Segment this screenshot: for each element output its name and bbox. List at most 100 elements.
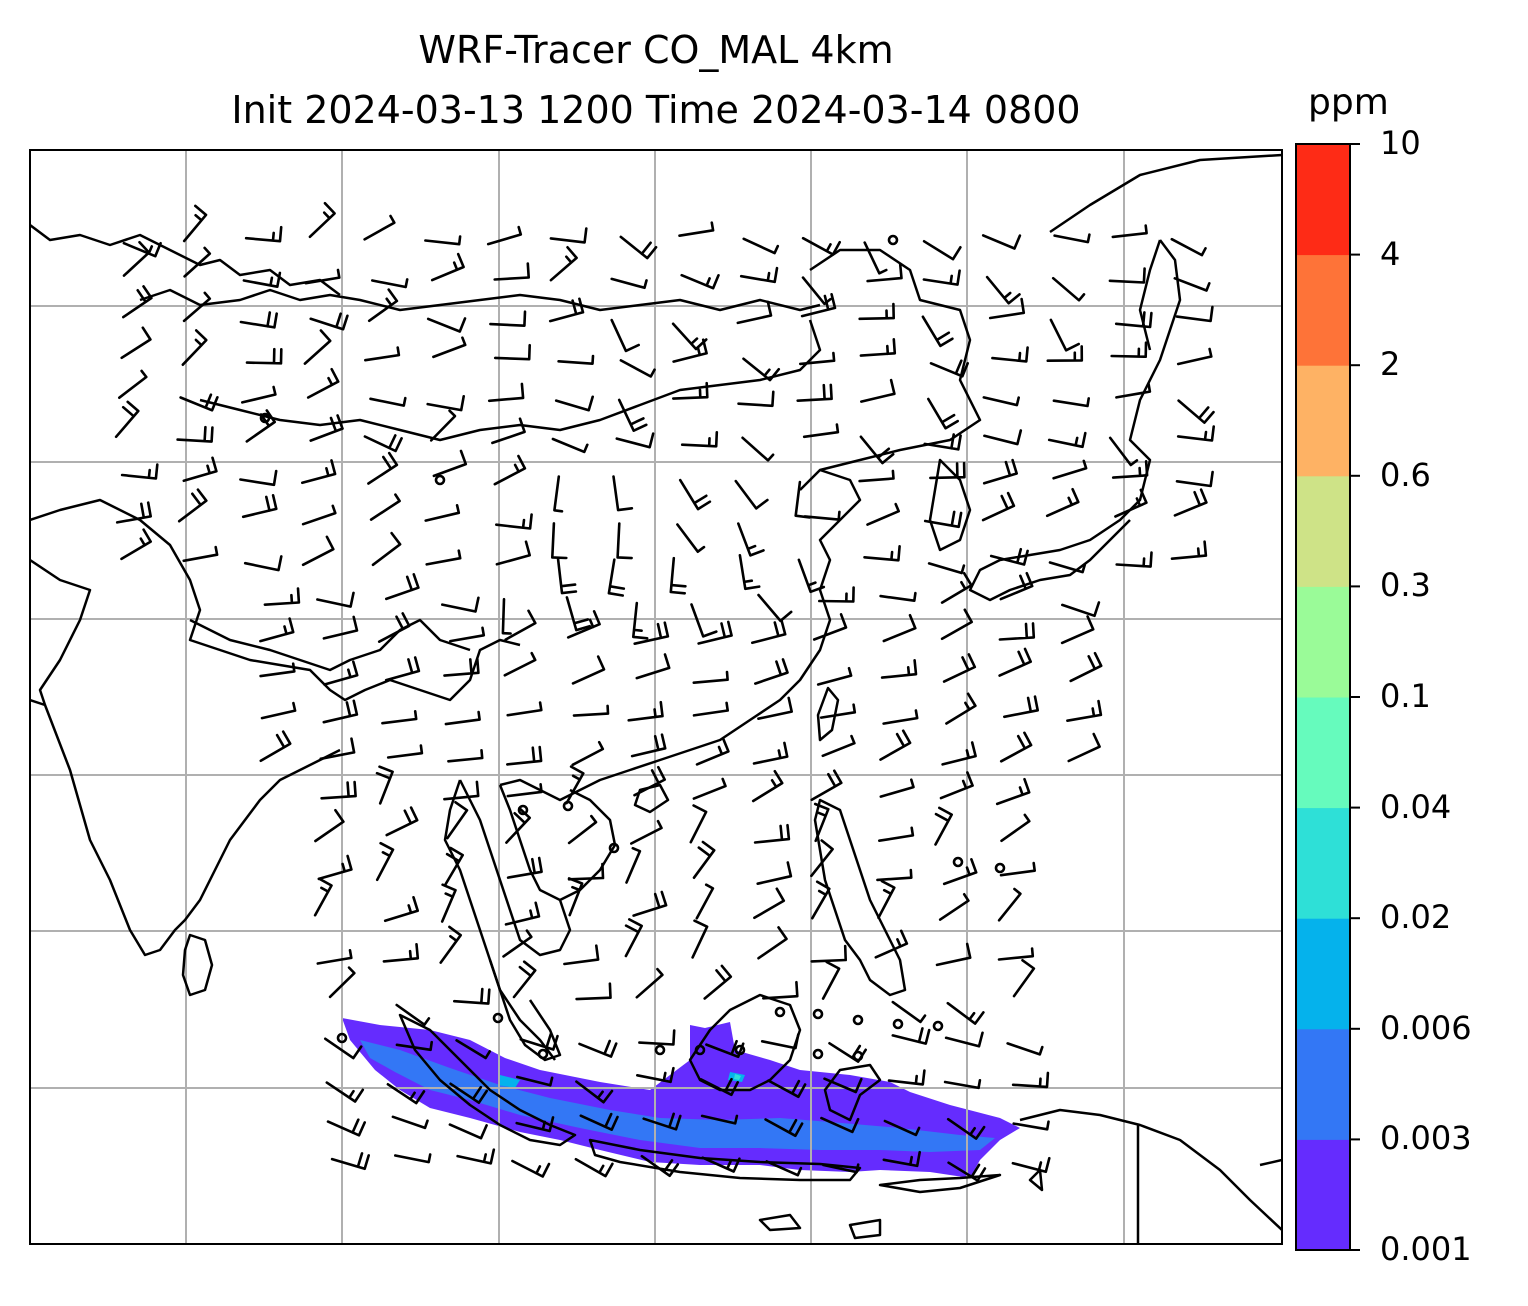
wind-barb [879, 591, 917, 602]
wind-barb [1011, 1071, 1050, 1089]
wind-barb [371, 278, 409, 289]
wind-barb [1170, 540, 1208, 560]
wind-barb [695, 883, 715, 920]
wind-barb [799, 351, 836, 366]
wind-barb [997, 887, 1022, 922]
wind-barb [242, 271, 282, 288]
wind-barb [259, 730, 292, 763]
wind-barb [183, 246, 212, 278]
wind-barb [325, 1081, 365, 1103]
wind-barb [308, 201, 336, 239]
wind-barb [942, 653, 977, 683]
wind-barb [182, 204, 208, 243]
wind-barb [440, 883, 457, 923]
wind-barb [669, 556, 687, 595]
wind-barb [326, 1118, 366, 1137]
wind-barb [874, 929, 909, 959]
wind-barb [882, 613, 917, 643]
wind-barb [511, 1159, 551, 1178]
colorbar-tick-label: 0.001 [1380, 1230, 1472, 1268]
wind-barb [863, 545, 901, 562]
wind-barb-calm [892, 1018, 904, 1030]
wind-barb [383, 896, 419, 923]
wind-barb [503, 651, 537, 677]
wind-barb-calm [932, 1020, 944, 1032]
wind-barb [120, 463, 159, 480]
wind-barb [429, 409, 457, 442]
map-frame [29, 149, 1283, 1245]
wind-barb [1173, 277, 1211, 292]
wind-barb [1012, 959, 1036, 998]
wind-barb [243, 555, 283, 572]
wind-barb [756, 861, 793, 885]
wind-barb [760, 1033, 800, 1050]
wind-barb [122, 240, 151, 277]
wind-barb [617, 398, 648, 432]
wind-barb [1175, 470, 1214, 488]
wind-barb [504, 609, 537, 641]
wind-barb [382, 943, 420, 963]
wind-barb [432, 449, 468, 478]
wind-barb [929, 359, 969, 378]
coast-taiwan [816, 686, 840, 742]
wind-barb [753, 823, 791, 844]
wind-barb [1048, 561, 1087, 574]
wind-barb [982, 396, 1020, 407]
wind-barb [177, 488, 208, 523]
wind-barb [506, 745, 543, 766]
wind-barb [762, 980, 799, 1000]
wind-barb [1173, 488, 1208, 517]
wind-barb [259, 662, 296, 678]
wind-barb [921, 315, 954, 348]
wind-barb [493, 343, 531, 361]
colorbar-segment [1296, 475, 1350, 587]
wind-barb [549, 227, 588, 244]
coast-sakhalin [1138, 239, 1162, 351]
wind-barb [456, 1148, 496, 1165]
wind-barb [441, 596, 480, 613]
wind-barb [945, 692, 977, 725]
wind-barb [489, 310, 527, 327]
plume-level-002 [734, 1074, 741, 1080]
wind-barb [801, 236, 841, 256]
wind-barb [940, 572, 973, 604]
wind-barb [742, 357, 781, 382]
wind-barb [182, 545, 219, 563]
wind-barb [982, 458, 1018, 485]
wind-barb [309, 312, 349, 331]
wind-barb [1114, 488, 1148, 518]
wind-barb [859, 338, 897, 357]
wind-barb [810, 769, 843, 802]
wind-barb [384, 656, 421, 682]
coast-india [30, 558, 341, 957]
wind-barb [941, 741, 977, 766]
wind-barb [449, 1082, 488, 1104]
wind-barb-calm [952, 856, 964, 868]
coast-russia-east [1049, 153, 1282, 234]
map-title-line-2: Init 2024-03-13 1200 Time 2024-03-14 080… [231, 88, 1081, 132]
wind-barb-calm [537, 1048, 549, 1060]
colorbar-segment [1296, 144, 1350, 256]
wind-barb [943, 1079, 982, 1090]
coast-islands-east [1028, 1158, 1282, 1192]
wind-barb [757, 926, 788, 960]
colorbar-segment [1296, 586, 1350, 698]
wind-barb [367, 288, 399, 323]
wind-barb [1170, 237, 1207, 257]
wind-barb [316, 591, 355, 608]
wind-barb [322, 615, 359, 640]
wind-barb [1066, 699, 1103, 722]
wind-barb [301, 459, 337, 485]
border-china-inner [189, 618, 471, 672]
wind-barb [981, 491, 1016, 522]
colorbar-segment [1296, 1028, 1350, 1140]
wind-barb [426, 395, 465, 412]
wind-barb [1061, 601, 1101, 618]
wind-barb [692, 777, 727, 800]
wind-barb [797, 558, 826, 594]
wind-barb [610, 318, 640, 353]
colorbar-segment [1296, 365, 1350, 477]
wind-barb [638, 1029, 676, 1046]
wind-barb [328, 966, 356, 999]
wind-barb [767, 1079, 807, 1099]
